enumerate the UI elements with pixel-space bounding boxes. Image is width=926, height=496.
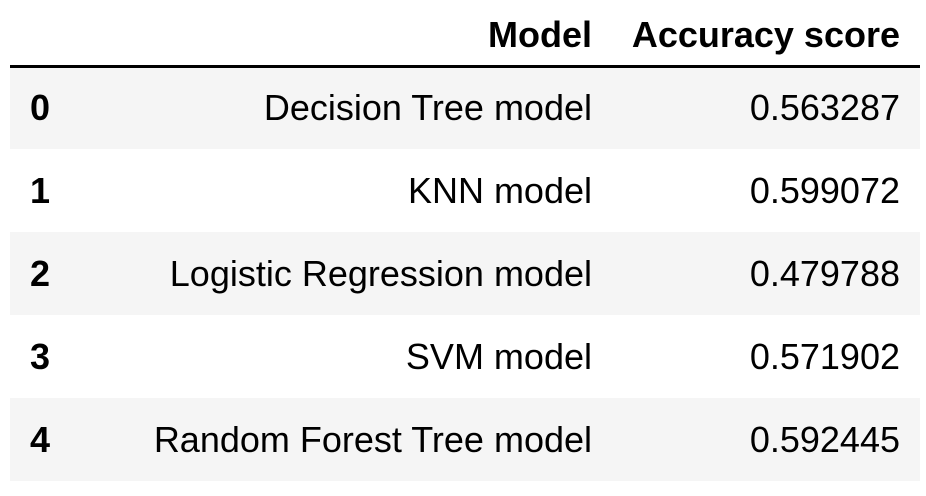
row-index: 0 <box>30 87 51 129</box>
table-row: 4 Random Forest Tree model 0.592445 <box>10 398 920 481</box>
index-header <box>10 0 72 68</box>
model-cell: Logistic Regression model <box>169 252 592 294</box>
table-row: 0 Decision Tree model 0.563287 <box>10 66 920 149</box>
model-header: Model <box>72 0 612 68</box>
model-cell: KNN model <box>407 169 592 211</box>
accuracy-cell: 0.571902 <box>749 335 900 377</box>
model-cell: Decision Tree model <box>263 87 592 129</box>
row-index: 3 <box>30 335 51 377</box>
table-row: 2 Logistic Regression model 0.479788 <box>10 232 920 315</box>
table-row: 1 KNN model 0.599072 <box>10 149 920 232</box>
accuracy-cell: 0.479788 <box>749 252 900 294</box>
table-row: 3 SVM model 0.571902 <box>10 315 920 398</box>
model-cell: Random Forest Tree model <box>153 418 592 460</box>
header-row: Model Accuracy score <box>10 0 920 68</box>
table-header: Model Accuracy score <box>10 0 920 68</box>
accuracy-cell: 0.592445 <box>749 418 900 460</box>
model-cell: SVM model <box>405 335 592 377</box>
row-index: 4 <box>30 418 51 460</box>
row-index: 2 <box>30 252 51 294</box>
accuracy-cell: 0.599072 <box>749 169 900 211</box>
accuracy-header: Accuracy score <box>612 0 920 68</box>
accuracy-cell: 0.563287 <box>749 87 900 129</box>
row-index: 1 <box>30 169 51 211</box>
results-table: Model Accuracy score 0 Decision Tree mod… <box>10 0 920 481</box>
table-body: 0 Decision Tree model 0.563287 1 KNN mod… <box>10 66 920 481</box>
